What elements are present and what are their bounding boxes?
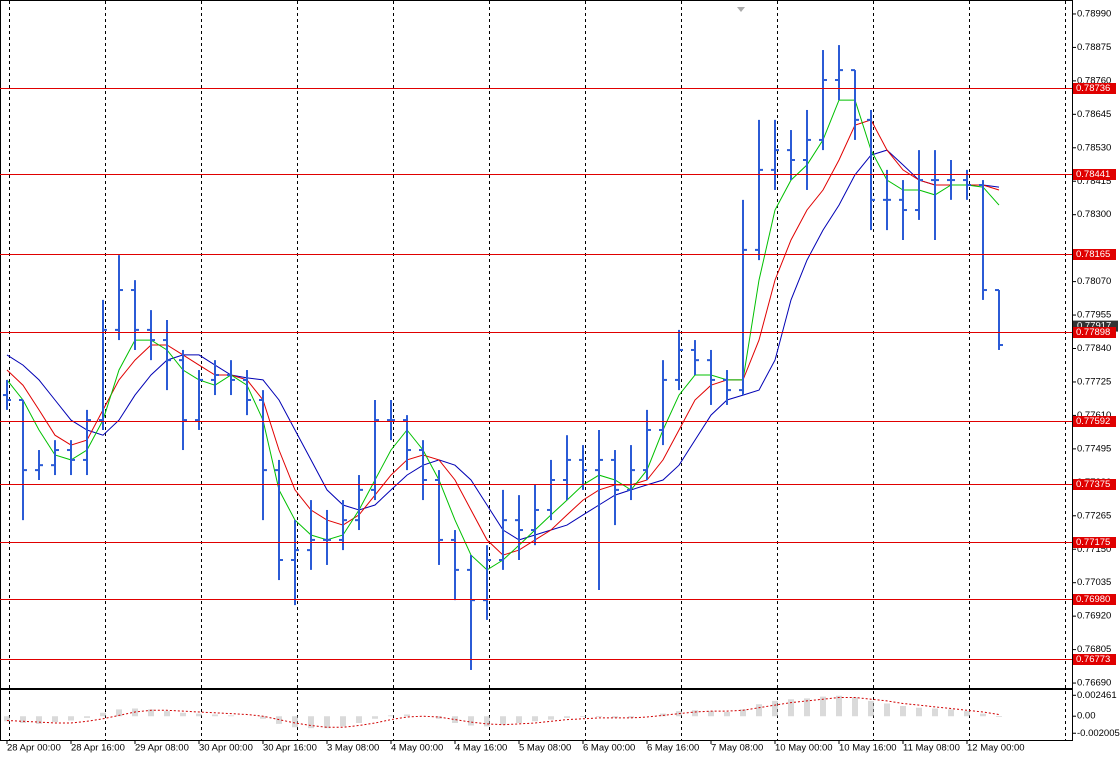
y-tick-label: 0.77035 <box>1077 577 1111 588</box>
y-tick-label: 0.002461 <box>1077 690 1117 701</box>
y-tick-label: -0.002005 <box>1077 728 1120 739</box>
y-tick-label: 0.78990 <box>1077 8 1111 19</box>
y-tick-label: 0.78070 <box>1077 276 1111 287</box>
y-tick-label: 0.78760 <box>1077 75 1111 86</box>
level-label-box <box>1073 327 1116 338</box>
bid-label-box <box>1073 320 1118 332</box>
x-tick-label: 10 May 00:00 <box>775 743 833 754</box>
x-tick-label: 28 Apr 00:00 <box>7 743 61 754</box>
shift-marker <box>737 7 745 12</box>
x-tick-label: 7 May 08:00 <box>711 743 763 754</box>
y-tick-label: 0.77265 <box>1077 510 1111 521</box>
y-tick-label: 0.78415 <box>1077 176 1111 187</box>
x-tick-label: 28 Apr 16:00 <box>71 743 125 754</box>
y-tick-label: 0.78530 <box>1077 142 1111 153</box>
bid-label: 0.77917 <box>1077 321 1111 332</box>
x-tick-label: 6 May 16:00 <box>647 743 699 754</box>
y-tick-label: 0.76690 <box>1077 678 1111 689</box>
y-tick-label: 0.77840 <box>1077 343 1111 354</box>
x-tick-label: 30 Apr 00:00 <box>199 743 253 754</box>
level-label: 0.77592 <box>1076 416 1110 427</box>
x-tick-label: 10 May 16:00 <box>839 743 897 754</box>
y-tick-label: 0.76805 <box>1077 644 1111 655</box>
y-tick-label: 0.77955 <box>1077 310 1111 321</box>
level-label-box <box>1073 479 1116 490</box>
x-tick-label: 12 May 00:00 <box>967 743 1025 754</box>
oscillator-panel-frame <box>0 689 1073 741</box>
level-label: 0.76773 <box>1076 654 1110 665</box>
y-tick-label: 0.77495 <box>1077 443 1111 454</box>
level-label: 0.77898 <box>1076 327 1110 338</box>
y-tick-label: 0.78645 <box>1077 109 1111 120</box>
main-panel-frame <box>0 0 1073 689</box>
level-label-box <box>1073 83 1116 94</box>
level-label-box <box>1073 169 1116 180</box>
level-label: 0.77175 <box>1076 537 1110 548</box>
x-tick-label: 5 May 08:00 <box>519 743 571 754</box>
y-tick-label: 0.78300 <box>1077 209 1111 220</box>
level-label: 0.78736 <box>1076 83 1110 94</box>
x-tick-label: 4 May 00:00 <box>391 743 443 754</box>
level-label: 0.76980 <box>1076 594 1110 605</box>
x-tick-label: 4 May 16:00 <box>455 743 507 754</box>
x-tick-label: 3 May 08:00 <box>327 743 379 754</box>
level-label: 0.78165 <box>1076 249 1110 260</box>
y-tick-label: 0.00 <box>1077 711 1096 722</box>
y-tick-label: 0.78875 <box>1077 42 1111 53</box>
y-tick-label: 0.77610 <box>1077 410 1111 421</box>
x-tick-label: 30 Apr 16:00 <box>263 743 317 754</box>
level-label: 0.77375 <box>1076 479 1110 490</box>
y-tick-label: 0.77725 <box>1077 376 1111 387</box>
y-tick-label: 0.76920 <box>1077 611 1111 622</box>
level-label-box <box>1073 594 1116 605</box>
level-label: 0.78441 <box>1076 169 1110 180</box>
x-tick-label: 29 Apr 08:00 <box>135 743 189 754</box>
level-label-box <box>1073 416 1116 427</box>
x-tick-label: 11 May 08:00 <box>903 743 960 754</box>
x-tick-label: 6 May 00:00 <box>583 743 635 754</box>
y-tick-label: 0.77150 <box>1077 544 1111 555</box>
level-label-box <box>1073 537 1116 548</box>
level-label-box <box>1073 654 1116 665</box>
level-label-box <box>1073 249 1116 260</box>
